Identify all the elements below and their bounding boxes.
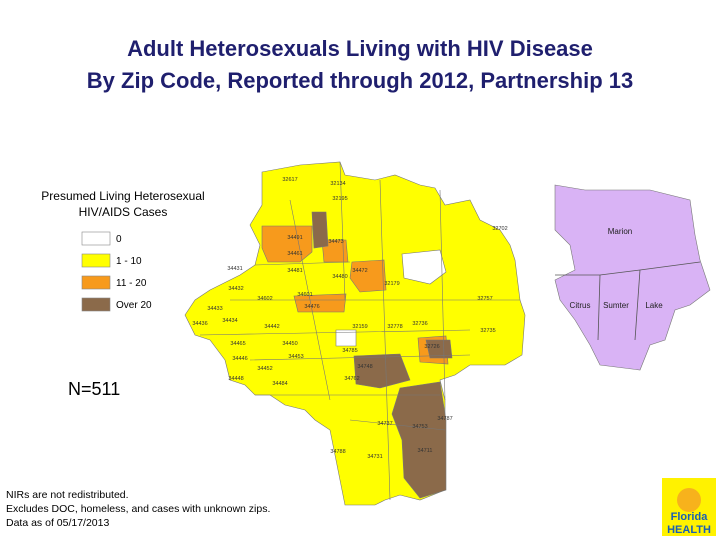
zip-label: 32179 xyxy=(384,281,399,287)
legend-label: Over 20 xyxy=(116,300,152,311)
logo-sun-core xyxy=(677,488,701,512)
zip-label: 34602 xyxy=(257,296,272,302)
zip-labels: 32617 32134 34491 34472 34473 34481 34476 34480… xyxy=(192,177,507,460)
logo-text: HEALTH xyxy=(667,524,711,536)
zip-label: 32736 xyxy=(412,321,427,327)
zip-label: 34448 xyxy=(228,376,243,382)
county-label: Citrus xyxy=(570,301,591,310)
zip-label: 34491 xyxy=(287,235,302,241)
zip-label: 32702 xyxy=(492,226,507,232)
zip-label: 34788 xyxy=(330,449,345,455)
zip-label: 34436 xyxy=(192,321,207,327)
zip-label: 32726 xyxy=(424,344,439,350)
zip-label: 34450 xyxy=(282,341,297,347)
zip-label: 34461 xyxy=(287,251,302,257)
title: By Zip Code, Reported through 2012, Part… xyxy=(87,68,633,93)
note: Data as of 05/17/2013 xyxy=(6,517,109,529)
region xyxy=(401,249,447,285)
zip-label: 34465 xyxy=(230,341,245,347)
legend-swatch xyxy=(81,297,111,312)
zip-label: 32159 xyxy=(352,324,367,330)
zip-label: 34453 xyxy=(288,354,303,360)
note: Excludes DOC, homeless, and cases with u… xyxy=(6,503,270,515)
title: Adult Heterosexuals Living with HIV Dise… xyxy=(127,36,593,61)
zip-label: 34433 xyxy=(207,306,222,312)
zip-label: 34737 xyxy=(377,421,392,427)
legend-title: Presumed Living Heterosexual xyxy=(41,189,204,203)
legend-swatch xyxy=(81,253,111,268)
zip-label: 34711 xyxy=(418,448,433,454)
case-count: N=511 xyxy=(68,379,120,399)
legend-swatch xyxy=(81,231,111,246)
zip-label: 32778 xyxy=(387,324,402,330)
zip-label: 34476 xyxy=(304,304,319,310)
zip-label: 34785 xyxy=(342,348,357,354)
zip-label: 32757 xyxy=(477,296,492,302)
region xyxy=(353,353,411,389)
county-label: Lake xyxy=(645,301,663,310)
county-label: Marion xyxy=(608,227,632,236)
zip-label: 34480 xyxy=(332,274,347,280)
zip-map xyxy=(184,161,526,506)
zip-label: 32134 xyxy=(330,181,345,187)
region xyxy=(335,329,357,347)
zip-label: 34446 xyxy=(232,356,247,362)
note: NIRs are not redistributed. xyxy=(6,489,129,501)
zip-label: 34484 xyxy=(272,381,287,387)
zip-label: 34434 xyxy=(222,318,237,324)
legend: Presumed Living Heterosexual HIV/AIDS Ca… xyxy=(41,189,205,312)
zip-label: 32735 xyxy=(480,328,495,334)
legend-label: 1 - 10 xyxy=(116,256,142,267)
county-region xyxy=(554,184,711,371)
zip-label: 34762 xyxy=(344,376,359,382)
zip-label: 34432 xyxy=(228,286,243,292)
zip-label: 34601 xyxy=(297,292,312,298)
zip-label: 34748 xyxy=(357,364,372,370)
legend-label: 0 xyxy=(116,234,122,245)
zip-label: 34473 xyxy=(328,239,343,245)
legend-label: 11 - 20 xyxy=(116,278,147,289)
region xyxy=(261,225,313,263)
zip-label: 34472 xyxy=(352,268,367,274)
zip-label: 34481 xyxy=(287,268,302,274)
zip-label: 34753 xyxy=(412,424,427,430)
legend-title: HIV/AIDS Cases xyxy=(79,205,168,219)
region xyxy=(311,211,329,249)
logo-text: Florida xyxy=(671,511,709,523)
logo: Florida HEALTH xyxy=(662,478,716,536)
region xyxy=(293,293,347,313)
region xyxy=(391,381,447,499)
county-label: Sumter xyxy=(603,301,629,310)
region xyxy=(349,259,387,293)
inset-map: Marion Citrus Sumter Lake xyxy=(554,184,711,371)
zip-label: 32617 xyxy=(282,177,297,183)
zip-label: 34452 xyxy=(257,366,272,372)
zip-label: 34442 xyxy=(264,324,279,330)
zip-label: 34731 xyxy=(367,454,382,460)
region xyxy=(425,339,453,359)
zip-label: 32195 xyxy=(332,196,347,202)
zip-label: 34431 xyxy=(227,266,242,272)
legend-swatch xyxy=(81,275,111,290)
zip-label: 34787 xyxy=(437,416,452,422)
